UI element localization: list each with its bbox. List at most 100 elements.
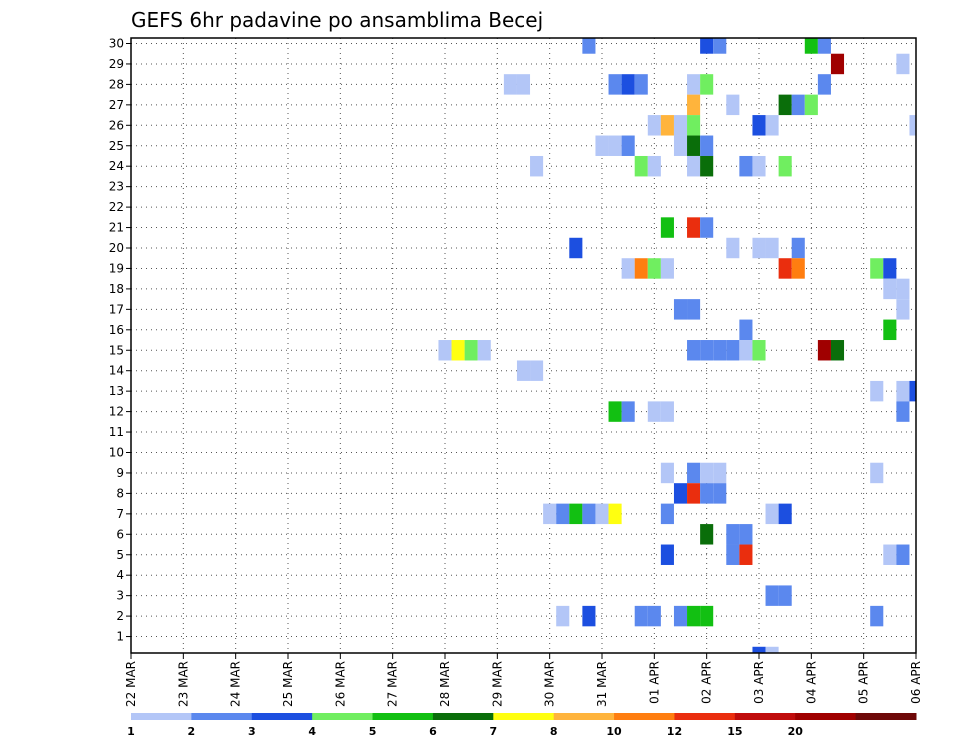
x-tick-label: 22 MAR [124,661,138,707]
colorbar-label: 15 [727,725,742,738]
heatmap-cell [595,503,609,525]
heatmap-cell [713,483,727,504]
colorbar-swatch [674,713,736,720]
heatmap-cell [477,340,491,361]
heatmap-cell [700,340,714,361]
y-tick-label: 30 [109,37,124,51]
y-tick-label: 23 [109,180,124,194]
heatmap-cell [503,74,517,95]
colorbar-label: 3 [248,725,256,738]
colorbar-label: 10 [606,725,622,738]
y-tick-label: 3 [116,589,124,603]
x-axis: 22 MAR 23 MAR 24 MAR 25 MAR 26 MAR 27 MAR 28 M… [124,653,923,707]
y-tick-label: 19 [109,261,124,275]
y-tick-label: 20 [109,241,124,255]
heatmap-cell [778,94,792,116]
colorbar-swatch [493,713,555,720]
heatmap-cell [765,237,779,259]
y-tick-label: 11 [109,425,124,439]
heatmap-cell [870,258,884,279]
heatmap-cell [673,299,688,320]
colorbar-swatch [432,713,494,720]
heatmap-cell [726,544,740,565]
x-tick-label: 25 MAR [281,661,295,707]
x-tick-label: 28 MAR [438,661,452,707]
heatmap-cell [451,340,465,361]
heatmap-cell [687,74,701,95]
heatmap-cell [660,401,674,422]
heatmap-cell [647,155,661,177]
heatmap-cell [739,340,753,361]
heatmap-cell [713,462,727,484]
heatmap-cell [896,380,910,402]
colorbar-swatch [191,713,253,720]
heatmap-cell [726,524,740,545]
heatmap-cell [687,94,701,116]
heatmap-cell [778,155,792,177]
heatmap-cell [647,605,661,627]
heatmap-cell [582,38,596,54]
y-axis: 1234567891011121314151617181920212223242… [109,37,131,644]
heatmap-cell [608,74,622,95]
y-tick-label: 14 [109,364,124,378]
heatmap-cell [608,503,622,525]
heatmap-cell [582,605,596,627]
heatmap-cell [739,155,753,177]
x-tick-label: 06 APR [909,661,923,704]
heatmap-cell [660,217,674,238]
heatmap-cell [804,94,818,116]
x-tick-label: 03 APR [752,661,766,704]
heatmap-cell [909,380,916,402]
y-tick-label: 28 [109,77,124,91]
heatmap-cell [752,155,766,177]
colorbar-label: 8 [550,725,558,738]
heatmap-cell [556,503,570,525]
colorbar-swatch [734,713,796,720]
heatmap-cell [687,135,701,156]
y-tick-label: 2 [116,609,124,623]
colorbar-swatch [251,713,313,720]
heatmap-cell [791,94,805,116]
heatmap-cell [700,38,714,54]
heatmap-cell [870,462,884,484]
colorbar-swatch [372,713,434,720]
colorbar-label: 12 [667,725,682,738]
heatmap-cell [752,646,766,653]
heatmap-cell [765,115,779,136]
x-tick-label: 30 MAR [543,661,557,707]
heatmap-cell [700,135,714,156]
y-tick-label: 29 [109,57,124,71]
heatmap-cell [634,155,648,177]
y-tick-label: 18 [109,282,124,296]
x-tick-label: 02 APR [700,661,714,704]
y-tick-label: 26 [109,118,124,132]
heatmap-cell [752,115,766,136]
x-tick-label: 24 MAR [229,661,243,707]
chart-title: GEFS 6hr padavine po ansamblima Becej [131,8,543,32]
colorbar-label: 2 [188,725,196,738]
heatmap-cell [700,524,714,545]
heatmap-cell [634,258,648,279]
heatmap-cell [543,503,557,525]
heatmap-cell [687,605,701,627]
heatmap-cell [883,319,897,341]
heatmap-cell [608,401,622,422]
y-tick-label: 5 [116,548,124,562]
heatmap-cell [660,258,674,279]
heatmap-cell [752,340,766,361]
heatmap-cell [896,53,910,75]
heatmap-cell [778,258,792,279]
y-tick-label: 21 [109,221,124,235]
heatmap-cell [687,483,701,504]
colorbar-label: 4 [308,725,316,738]
heatmap-cell [621,401,635,422]
heatmap-cell [687,340,701,361]
y-tick-label: 24 [109,159,124,173]
x-tick-label: 04 APR [804,661,818,704]
heatmap-cell [673,483,688,504]
heatmap-cell [778,503,792,525]
heatmap-cell [817,340,831,361]
heatmap-cell [660,503,674,525]
heatmap-cell [700,155,714,177]
heatmap-cell [673,135,688,156]
